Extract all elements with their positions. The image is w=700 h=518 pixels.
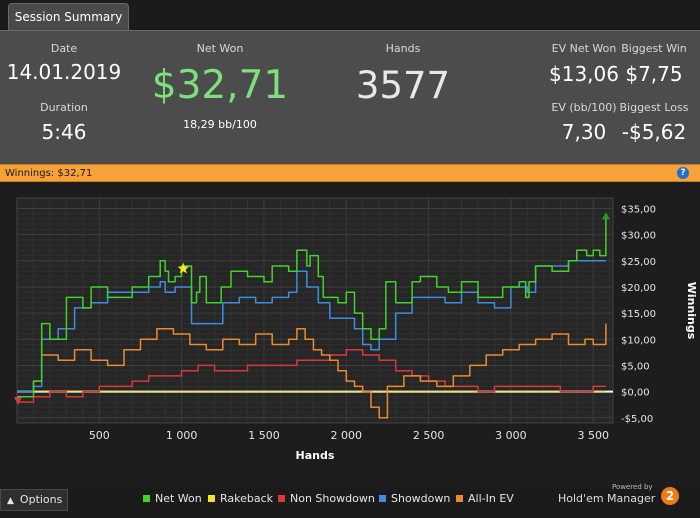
winnings-bar: Winnings: $32,71 ? <box>0 164 700 182</box>
y-tick-label: -$5,00 <box>621 414 653 425</box>
y-tick-label: $30,00 <box>621 231 656 242</box>
duration-label: Duration <box>40 101 88 114</box>
non-showdown-swatch <box>278 495 285 502</box>
end-marker <box>601 212 610 220</box>
net-won-label: Net Won <box>196 42 244 55</box>
y-tick-label: $25,00 <box>621 257 656 268</box>
all-in-ev-swatch <box>456 495 463 502</box>
plot-background <box>16 197 614 424</box>
date-label: Date <box>50 42 78 55</box>
powered-by: Powered by <box>612 483 653 491</box>
legend-label: Non Showdown <box>290 492 375 505</box>
series-line-showdown <box>17 260 606 393</box>
y-axis-title: Winnings <box>685 282 698 340</box>
x-tick-label: 2 000 <box>331 429 363 442</box>
options-label: Options <box>19 493 63 506</box>
legend-net-won[interactable]: Net Won <box>143 492 202 505</box>
brand-name: Hold'em Manager <box>558 492 656 505</box>
x-tick-label: 3 000 <box>495 429 527 442</box>
session-summary-panel: Date 14.01.2019 Duration 5:46 Net Won $3… <box>0 30 700 165</box>
x-tick-label: 3 500 <box>577 429 609 442</box>
legend-rakeback[interactable]: Rakeback <box>208 492 273 505</box>
legend-label: All-In EV <box>468 492 514 505</box>
series-line-net-won <box>17 213 607 398</box>
legend-non-showdown[interactable]: Non Showdown <box>278 492 375 505</box>
x-tick-label: 500 <box>89 429 110 442</box>
biggest-win-star-marker <box>177 262 189 274</box>
series-line-non-showdown <box>17 348 606 403</box>
chart-area: 500 1 000 1 500 2 000 2 500 3 000 3 500 -$5,00 $… <box>0 182 700 487</box>
help-icon[interactable]: ? <box>677 167 689 179</box>
ev-net-won-value: $13,06 <box>549 62 619 86</box>
legend-showdown[interactable]: Showdown <box>379 492 450 505</box>
x-axis-title: Hands <box>296 449 335 462</box>
tab-bar: Session Summary <box>0 0 700 30</box>
y-tick-label: $5,00 <box>621 361 650 372</box>
biggest-win-value: $7,75 <box>625 62 683 86</box>
hands-label: Hands <box>385 42 421 55</box>
ev-bb100-label: EV (bb/100) <box>551 101 617 114</box>
y-tick-label: $20,00 <box>621 283 656 294</box>
start-marker <box>14 397 22 406</box>
biggest-loss-label: Biggest Loss <box>619 101 689 114</box>
y-tick-label: $0,00 <box>621 388 650 399</box>
tab-session-summary[interactable]: Session Summary <box>8 3 129 30</box>
y-tick-label: $10,00 <box>621 335 656 346</box>
winnings-chart: 500 1 000 1 500 2 000 2 500 3 000 3 500 -$5,00 $… <box>14 197 698 462</box>
series-line-all-in-ev <box>17 323 607 419</box>
net-won-bb100: 18,29 bb/100 <box>183 118 257 131</box>
biggest-loss-value: -$5,62 <box>621 120 687 144</box>
biggest-win-label: Biggest Win <box>621 42 687 55</box>
y-tick-label: $35,00 <box>621 204 656 215</box>
showdown-swatch <box>379 495 386 502</box>
ev-net-won-label: EV Net Won <box>551 42 617 55</box>
winnings-text: Winnings: $32,71 <box>5 168 93 179</box>
legend-all-in-ev[interactable]: All-In EV <box>456 492 514 505</box>
x-tick-label: 1 000 <box>166 429 198 442</box>
legend-label: Rakeback <box>220 492 274 505</box>
x-tick-label: 1 500 <box>248 429 280 442</box>
duration-value: 5:46 <box>41 120 87 144</box>
net-won-swatch <box>143 495 150 502</box>
date-value: 14.01.2019 <box>6 60 122 84</box>
legend-label: Net Won <box>155 492 202 505</box>
hm2-logo-icon: 2 <box>661 487 679 505</box>
rakeback-swatch <box>208 495 215 502</box>
legend-label: Showdown <box>391 492 451 505</box>
options-button[interactable]: ▲ Options <box>0 489 68 511</box>
x-tick-label: 2 500 <box>413 429 445 442</box>
net-won-value: $32,71 <box>151 63 289 108</box>
hands-value: 3577 <box>355 64 451 107</box>
ev-bb100-value: 7,30 <box>561 120 607 144</box>
chevron-up-icon: ▲ <box>7 496 14 506</box>
y-tick-label: $15,00 <box>621 309 656 320</box>
bottom-bar <box>0 487 700 518</box>
